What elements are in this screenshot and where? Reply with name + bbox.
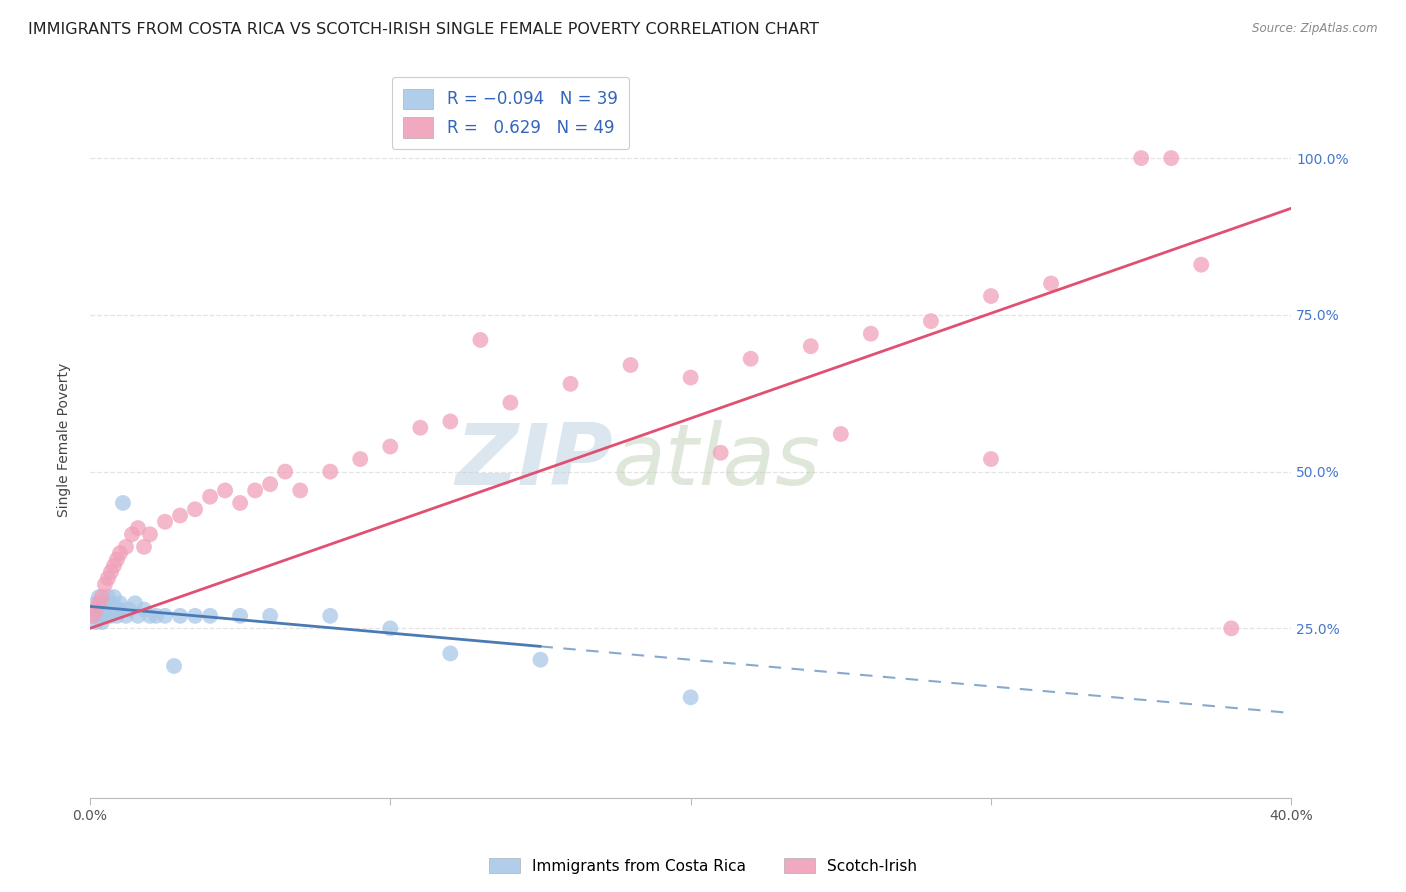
Point — [380, 621, 402, 635]
Point — [100, 596, 122, 610]
Point — [153, 515, 176, 529]
Point — [145, 608, 167, 623]
Point — [115, 608, 138, 623]
Point — [1160, 151, 1182, 165]
Legend: Immigrants from Costa Rica, Scotch-Irish: Immigrants from Costa Rica, Scotch-Irish — [484, 852, 922, 880]
Point — [349, 452, 371, 467]
Point — [439, 647, 461, 661]
Point — [82, 608, 104, 623]
Y-axis label: Single Female Poverty: Single Female Poverty — [58, 363, 72, 517]
Point — [153, 608, 176, 623]
Point — [409, 421, 432, 435]
Point — [105, 552, 128, 566]
Point — [169, 608, 191, 623]
Point — [124, 596, 146, 610]
Point — [115, 540, 138, 554]
Point — [710, 446, 733, 460]
Point — [91, 590, 114, 604]
Point — [121, 527, 143, 541]
Text: Source: ZipAtlas.com: Source: ZipAtlas.com — [1253, 22, 1378, 36]
Point — [94, 577, 117, 591]
Legend: R = −0.094   N = 39, R =   0.629   N = 49: R = −0.094 N = 39, R = 0.629 N = 49 — [392, 77, 630, 149]
Point — [229, 496, 252, 510]
Point — [319, 608, 342, 623]
Point — [139, 527, 162, 541]
Point — [103, 602, 125, 616]
Point — [319, 465, 342, 479]
Point — [127, 521, 149, 535]
Point — [84, 602, 107, 616]
Point — [84, 596, 107, 610]
Point — [229, 608, 252, 623]
Point — [108, 602, 131, 616]
Point — [439, 414, 461, 428]
Point — [619, 358, 641, 372]
Point — [108, 546, 131, 560]
Text: ZIP: ZIP — [456, 420, 613, 503]
Point — [82, 608, 104, 623]
Point — [1220, 621, 1243, 635]
Point — [800, 339, 823, 353]
Point — [920, 314, 942, 328]
Point — [499, 395, 522, 409]
Point — [1040, 277, 1063, 291]
Point — [259, 608, 281, 623]
Point — [980, 289, 1002, 303]
Point — [288, 483, 311, 498]
Point — [243, 483, 266, 498]
Point — [679, 370, 702, 384]
Point — [111, 496, 134, 510]
Point — [169, 508, 191, 523]
Point — [132, 602, 155, 616]
Text: atlas: atlas — [613, 420, 821, 503]
Point — [94, 596, 117, 610]
Point — [274, 465, 297, 479]
Point — [97, 590, 120, 604]
Point — [380, 440, 402, 454]
Point — [97, 571, 120, 585]
Point — [980, 452, 1002, 467]
Point — [87, 608, 110, 623]
Text: IMMIGRANTS FROM COSTA RICA VS SCOTCH-IRISH SINGLE FEMALE POVERTY CORRELATION CHA: IMMIGRANTS FROM COSTA RICA VS SCOTCH-IRI… — [28, 22, 820, 37]
Point — [740, 351, 762, 366]
Point — [108, 596, 131, 610]
Point — [132, 540, 155, 554]
Point — [97, 602, 120, 616]
Point — [91, 602, 114, 616]
Point — [830, 427, 852, 442]
Point — [259, 477, 281, 491]
Point — [103, 558, 125, 573]
Point — [184, 502, 207, 516]
Point — [184, 608, 207, 623]
Point — [103, 590, 125, 604]
Point — [100, 608, 122, 623]
Point — [105, 602, 128, 616]
Point — [100, 565, 122, 579]
Point — [105, 608, 128, 623]
Point — [118, 602, 141, 616]
Point — [214, 483, 236, 498]
Point — [94, 608, 117, 623]
Point — [127, 608, 149, 623]
Point — [87, 590, 110, 604]
Point — [84, 615, 107, 629]
Point — [87, 596, 110, 610]
Point — [529, 653, 551, 667]
Point — [139, 608, 162, 623]
Point — [163, 659, 186, 673]
Point — [679, 690, 702, 705]
Point — [91, 615, 114, 629]
Point — [198, 490, 221, 504]
Point — [560, 376, 582, 391]
Point — [198, 608, 221, 623]
Point — [1189, 258, 1212, 272]
Point — [859, 326, 882, 341]
Point — [1130, 151, 1153, 165]
Point — [470, 333, 492, 347]
